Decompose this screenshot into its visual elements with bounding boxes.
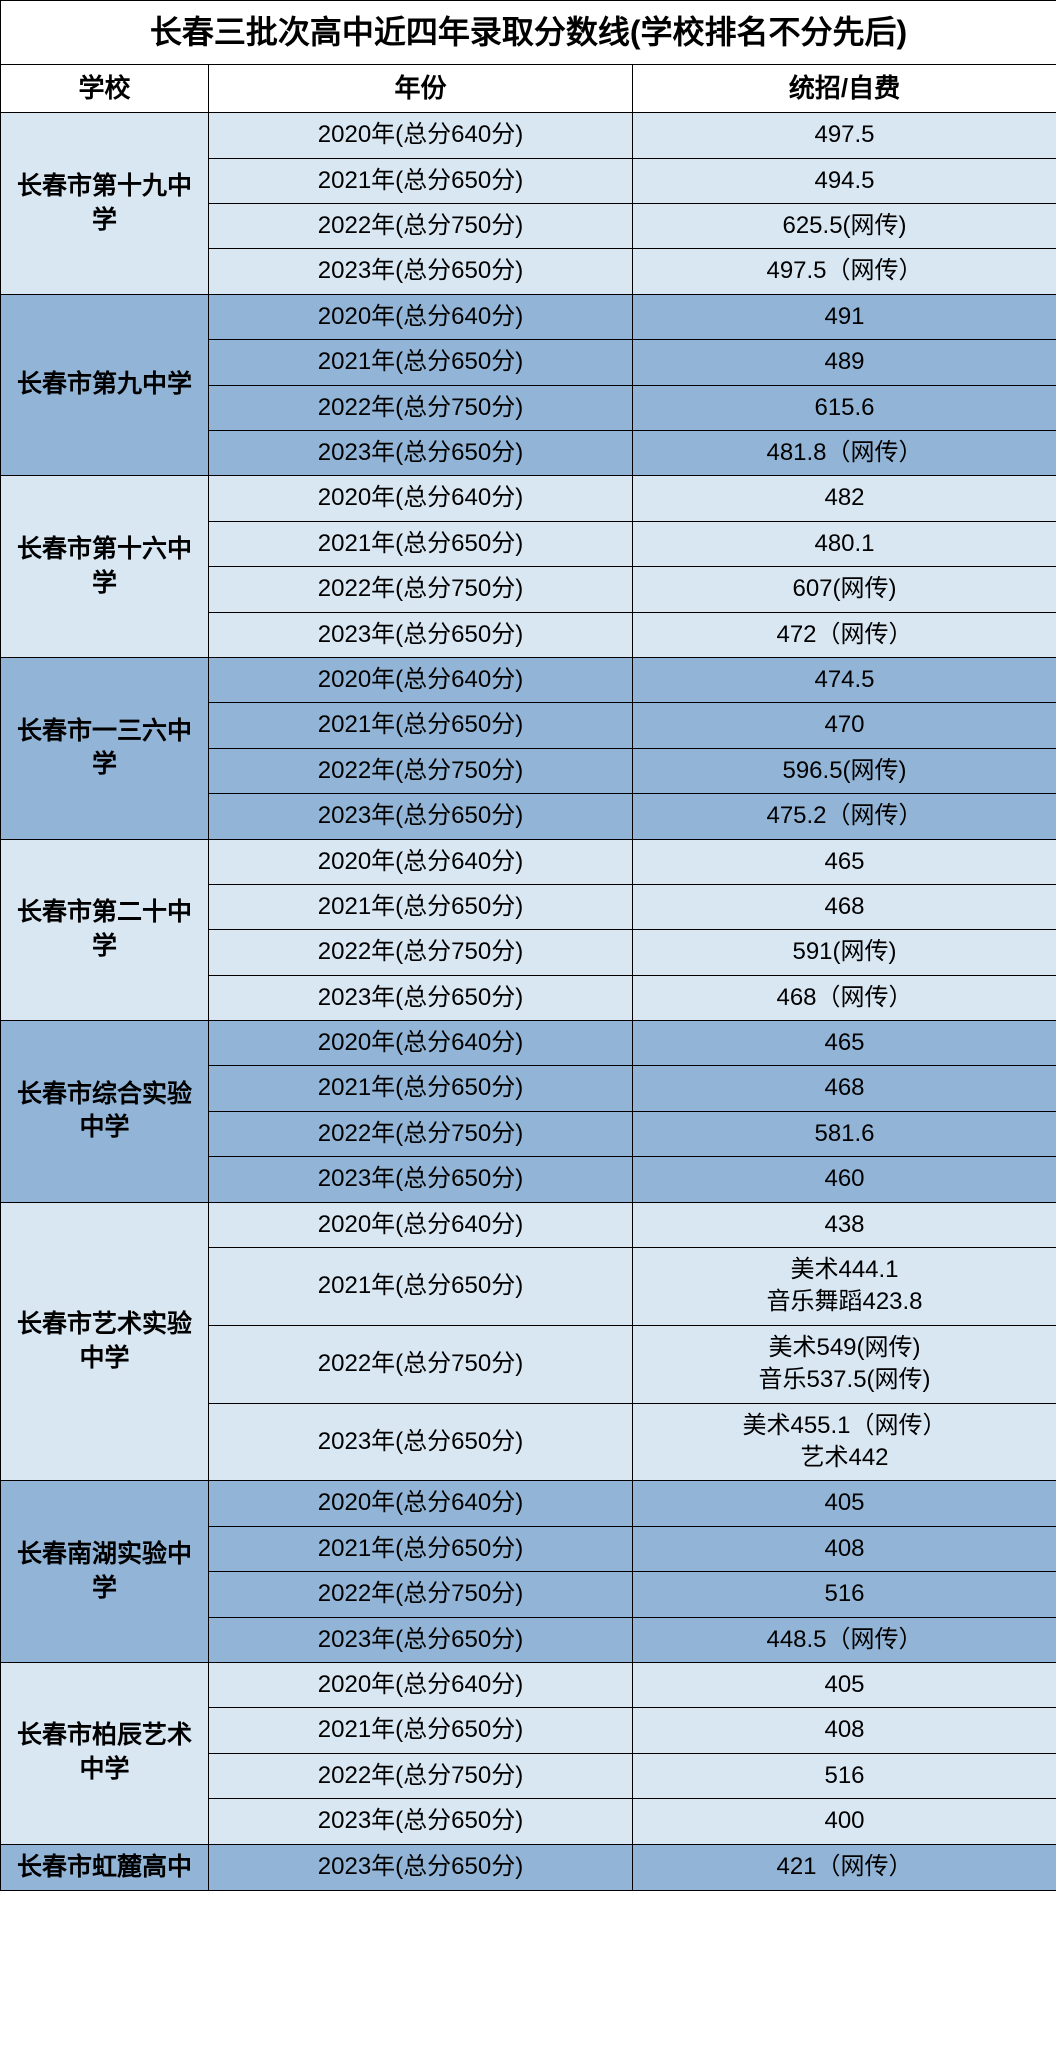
year-cell: 2023年(总分650分): [209, 612, 633, 657]
year-cell: 2021年(总分650分): [209, 1526, 633, 1571]
year-cell: 2023年(总分650分): [209, 1799, 633, 1844]
year-cell: 2020年(总分640分): [209, 1662, 633, 1707]
score-cell: 516: [633, 1572, 1056, 1617]
year-cell: 2020年(总分640分): [209, 1202, 633, 1247]
year-cell: 2021年(总分650分): [209, 521, 633, 566]
score-cell: 405: [633, 1662, 1056, 1707]
school-name-cell: 长春市第十九中学: [1, 113, 209, 295]
score-cell: 491: [633, 294, 1056, 339]
score-cell: 438: [633, 1202, 1056, 1247]
year-cell: 2023年(总分650分): [209, 975, 633, 1020]
table-title: 长春三批次高中近四年录取分数线(学校排名不分先后): [1, 1, 1056, 65]
year-cell: 2021年(总分650分): [209, 1708, 633, 1753]
score-cell: 591(网传): [633, 930, 1056, 975]
score-cell: 497.5（网传）: [633, 249, 1056, 294]
table-row: 长春市虹麓高中2023年(总分650分)421（网传）: [1, 1844, 1056, 1891]
table-row: 长春市第二十中学2020年(总分640分)465: [1, 839, 1056, 884]
score-cell: 494.5: [633, 158, 1056, 203]
year-cell: 2023年(总分650分): [209, 1844, 633, 1891]
score-cell: 465: [633, 839, 1056, 884]
school-name-cell: 长春市艺术实验中学: [1, 1202, 209, 1481]
year-cell: 2023年(总分650分): [209, 1403, 633, 1481]
year-cell: 2020年(总分640分): [209, 1481, 633, 1526]
year-cell: 2022年(总分750分): [209, 1325, 633, 1403]
score-cell: 468: [633, 884, 1056, 929]
year-cell: 2023年(总分650分): [209, 1617, 633, 1662]
year-cell: 2023年(总分650分): [209, 431, 633, 476]
score-cell: 480.1: [633, 521, 1056, 566]
score-cell: 468: [633, 1066, 1056, 1111]
school-name-cell: 长春市柏辰艺术中学: [1, 1662, 209, 1844]
year-cell: 2021年(总分650分): [209, 1066, 633, 1111]
header-school: 学校: [1, 65, 209, 113]
year-cell: 2022年(总分750分): [209, 1572, 633, 1617]
year-cell: 2020年(总分640分): [209, 1021, 633, 1066]
year-cell: 2020年(总分640分): [209, 657, 633, 702]
score-cell: 475.2（网传）: [633, 794, 1056, 839]
score-cell: 468（网传）: [633, 975, 1056, 1020]
year-cell: 2023年(总分650分): [209, 1157, 633, 1202]
score-cell: 421（网传）: [633, 1844, 1056, 1891]
score-cell: 481.8（网传）: [633, 431, 1056, 476]
year-cell: 2021年(总分650分): [209, 158, 633, 203]
school-name-cell: 长春市一三六中学: [1, 657, 209, 839]
table-row: 长春市第九中学2020年(总分640分)491: [1, 294, 1056, 339]
header-score: 统招/自费: [633, 65, 1056, 113]
score-cell: 607(网传): [633, 567, 1056, 612]
school-name-cell: 长春市第十六中学: [1, 476, 209, 658]
score-cell: 美术444.1 音乐舞蹈423.8: [633, 1248, 1056, 1326]
score-cell: 497.5: [633, 113, 1056, 158]
score-cell: 465: [633, 1021, 1056, 1066]
year-cell: 2021年(总分650分): [209, 1248, 633, 1326]
table-row: 长春市第十九中学2020年(总分640分)497.5: [1, 113, 1056, 158]
score-cell: 405: [633, 1481, 1056, 1526]
table-row: 长春市柏辰艺术中学2020年(总分640分)405: [1, 1662, 1056, 1707]
school-name-cell: 长春市虹麓高中: [1, 1844, 209, 1891]
table-row: 长春市第十六中学2020年(总分640分)482: [1, 476, 1056, 521]
year-cell: 2020年(总分640分): [209, 113, 633, 158]
score-cell: 489: [633, 340, 1056, 385]
header-year: 年份: [209, 65, 633, 113]
year-cell: 2022年(总分750分): [209, 1753, 633, 1798]
year-cell: 2022年(总分750分): [209, 930, 633, 975]
score-cell: 400: [633, 1799, 1056, 1844]
school-name-cell: 长春南湖实验中学: [1, 1481, 209, 1663]
score-cell: 474.5: [633, 657, 1056, 702]
score-cell: 美术455.1（网传） 艺术442: [633, 1403, 1056, 1481]
school-name-cell: 长春市第二十中学: [1, 839, 209, 1021]
table-row: 长春南湖实验中学2020年(总分640分)405: [1, 1481, 1056, 1526]
score-cell: 美术549(网传) 音乐537.5(网传): [633, 1325, 1056, 1403]
score-cell: 470: [633, 703, 1056, 748]
score-cell: 408: [633, 1708, 1056, 1753]
score-cell: 615.6: [633, 385, 1056, 430]
year-cell: 2020年(总分640分): [209, 476, 633, 521]
year-cell: 2022年(总分750分): [209, 748, 633, 793]
year-cell: 2022年(总分750分): [209, 1111, 633, 1156]
table-row: 长春市一三六中学2020年(总分640分)474.5: [1, 657, 1056, 702]
table-row: 长春市艺术实验中学2020年(总分640分)438: [1, 1202, 1056, 1247]
year-cell: 2022年(总分750分): [209, 385, 633, 430]
score-cell: 482: [633, 476, 1056, 521]
score-cell: 460: [633, 1157, 1056, 1202]
year-cell: 2021年(总分650分): [209, 340, 633, 385]
score-cell: 516: [633, 1753, 1056, 1798]
year-cell: 2023年(总分650分): [209, 249, 633, 294]
year-cell: 2021年(总分650分): [209, 884, 633, 929]
year-cell: 2023年(总分650分): [209, 794, 633, 839]
score-cell: 596.5(网传): [633, 748, 1056, 793]
year-cell: 2020年(总分640分): [209, 294, 633, 339]
year-cell: 2020年(总分640分): [209, 839, 633, 884]
year-cell: 2022年(总分750分): [209, 567, 633, 612]
school-name-cell: 长春市综合实验中学: [1, 1021, 209, 1203]
score-cell: 408: [633, 1526, 1056, 1571]
school-name-cell: 长春市第九中学: [1, 294, 209, 476]
admission-scores-table: 长春三批次高中近四年录取分数线(学校排名不分先后)学校年份统招/自费长春市第十九…: [0, 0, 1056, 1891]
score-cell: 625.5(网传): [633, 204, 1056, 249]
year-cell: 2022年(总分750分): [209, 204, 633, 249]
score-cell: 472（网传）: [633, 612, 1056, 657]
score-cell: 448.5（网传）: [633, 1617, 1056, 1662]
table-row: 长春市综合实验中学2020年(总分640分)465: [1, 1021, 1056, 1066]
year-cell: 2021年(总分650分): [209, 703, 633, 748]
score-cell: 581.6: [633, 1111, 1056, 1156]
